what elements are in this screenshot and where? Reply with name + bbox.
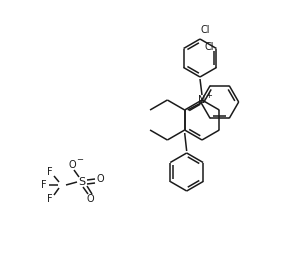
Text: −: − <box>77 156 83 165</box>
Text: O: O <box>86 194 94 204</box>
Text: S: S <box>78 177 86 187</box>
Text: Cl: Cl <box>205 42 214 52</box>
Text: O: O <box>68 160 76 170</box>
Text: Cl: Cl <box>200 25 210 35</box>
Text: F: F <box>47 167 53 177</box>
Text: F: F <box>41 180 47 190</box>
Text: O: O <box>96 174 104 184</box>
Text: N: N <box>198 95 206 105</box>
Text: +: + <box>206 91 212 100</box>
Text: F: F <box>47 194 53 204</box>
